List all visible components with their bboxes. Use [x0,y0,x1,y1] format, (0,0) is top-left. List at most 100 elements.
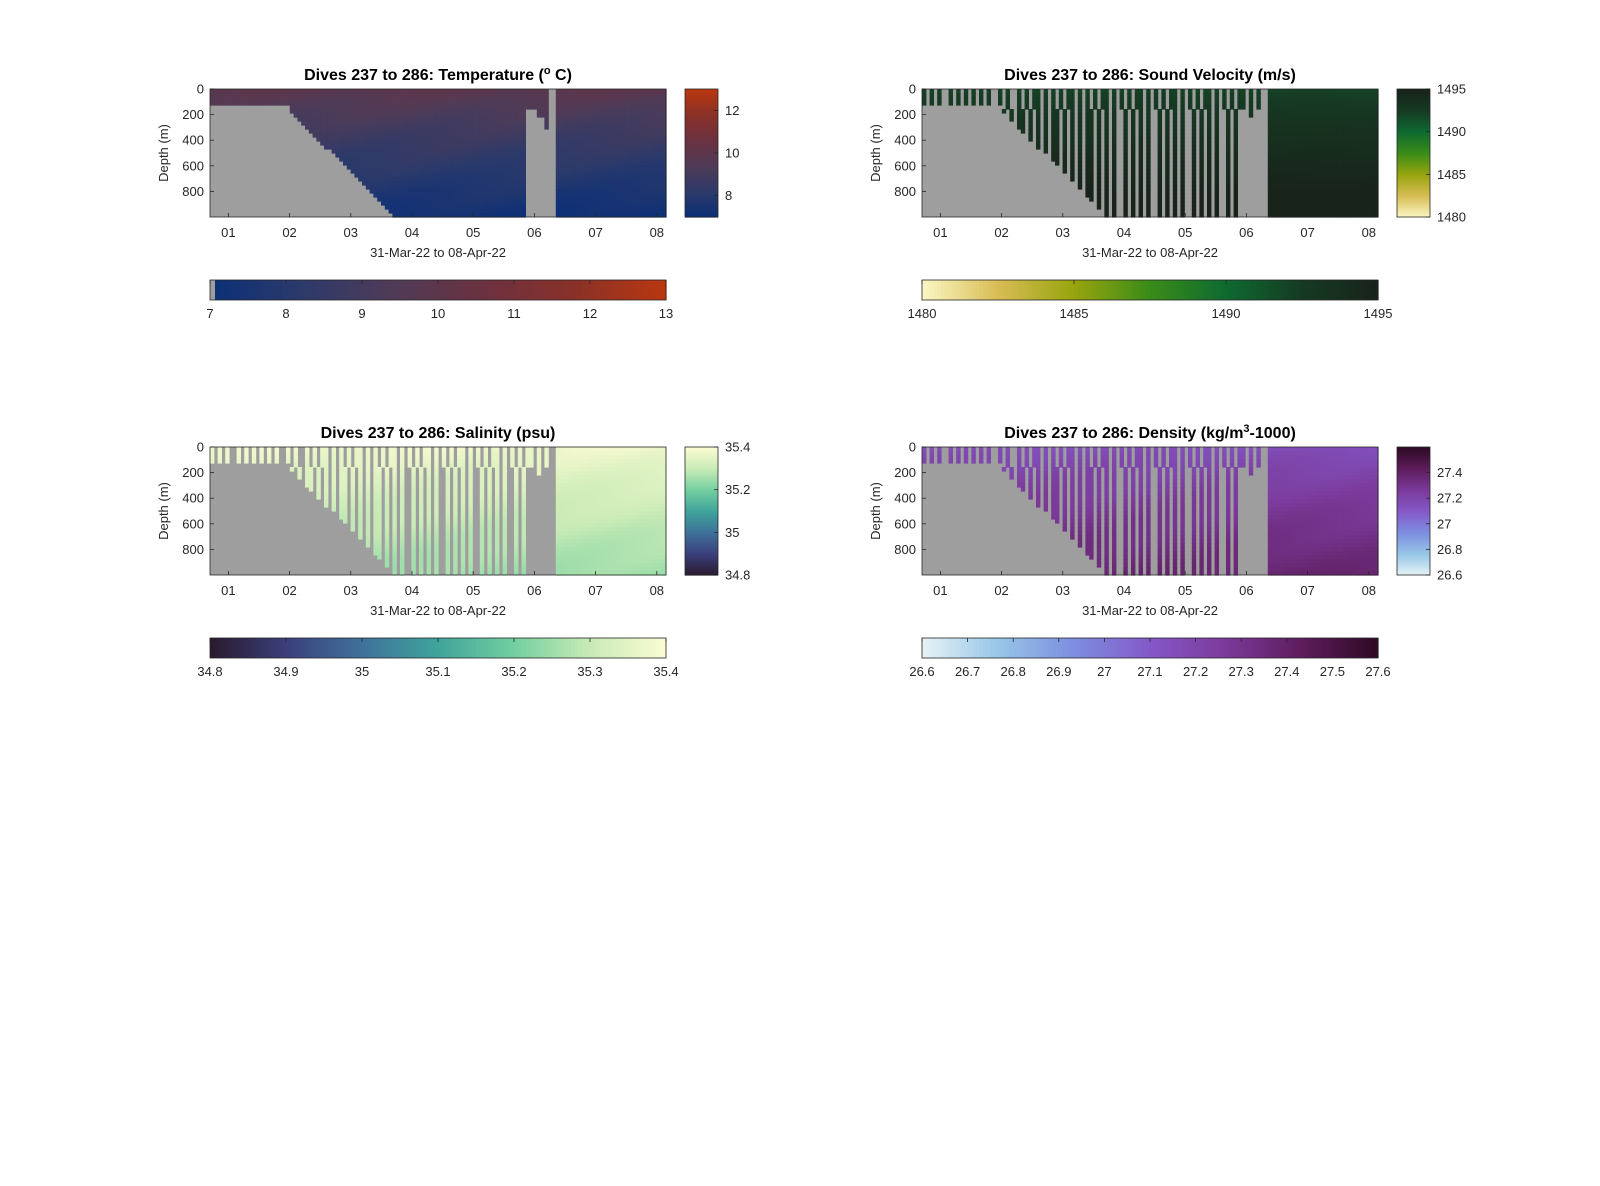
sound_velocity-hcolorbar-swatch [1134,280,1140,300]
sound_velocity-cell [1309,89,1314,94]
temperature-cell [514,125,519,130]
sound_velocity-cell [1328,161,1333,166]
temperature-colorbar-swatch [685,169,718,172]
temperature-cell [647,149,652,154]
temperature-cell [643,153,648,158]
temperature-cell [434,189,439,194]
sound_velocity-cell [1131,161,1136,166]
temperature-cell [521,185,526,190]
temperature-cell [502,133,507,138]
temperature-cell [441,213,447,218]
temperature-cell [628,145,633,150]
temperature-cell [521,209,526,214]
temperature-cell [369,161,374,166]
sound_velocity-cell [1229,105,1235,110]
sound_velocity-cell [1317,173,1322,178]
temperature-cell [574,157,580,162]
sound_velocity-cell [1302,193,1307,198]
sound_velocity-cell [1127,105,1132,110]
temperature-cell [586,145,591,150]
temperature-cell [346,101,352,106]
temperature-cell [620,189,625,194]
sound_velocity-cell [1214,145,1219,150]
temperature-cell [381,113,386,118]
sound_velocity-cell [1267,133,1273,138]
temperature-cell [533,89,538,94]
sound_velocity-hcolorbar-swatch [1138,280,1143,300]
temperature-cell [590,97,595,102]
sound_velocity-cell [1298,137,1303,142]
sound_velocity-cell [1290,101,1295,106]
temperature-hcolorbar-swatch [616,280,621,300]
sound_velocity-cell [1123,205,1128,210]
temperature-cell [601,121,606,126]
sound_velocity-cell [1321,113,1326,118]
sound_velocity-cell [1298,189,1303,194]
sound_velocity-cell [1313,133,1318,138]
sound_velocity-cell [1191,205,1197,210]
salinity-cell [286,459,291,464]
sound_velocity-hcolorbar-swatch [1119,280,1124,300]
temperature-cell [643,209,648,214]
temperature-cell [635,113,640,118]
temperature-cell [521,157,526,162]
sound_velocity-cell [1302,97,1307,102]
sound_velocity-cell [1214,161,1219,166]
sound_velocity-cell [1359,177,1364,182]
temperature-cell [650,113,656,118]
temperature-cell [445,177,450,182]
sound_velocity-cell [1279,153,1284,158]
temperature-cell [232,93,238,98]
temperature-cell [612,209,618,214]
temperature-cell [582,89,587,94]
sound_velocity-cell [1123,161,1128,166]
temperature-cell [422,169,428,174]
temperature-cell [517,197,523,202]
temperature-cell [312,89,317,94]
sound_velocity-cell [1165,181,1170,186]
temperature-cell [559,157,564,162]
sound_velocity-cell [1359,117,1364,122]
temperature-cell [647,153,652,158]
temperature-cell [631,157,637,162]
sound_velocity-cell [1191,185,1197,190]
temperature-cell [571,177,576,182]
sound_velocity-cell [1226,169,1231,174]
sound_velocity-cell [1298,89,1303,94]
temperature-cell [426,145,431,150]
temperature-cell [472,129,477,134]
temperature-cell [635,97,640,102]
temperature-cell [464,113,469,118]
sound_velocity-colorbar-swatch [1397,173,1430,176]
temperature-cell [362,149,367,154]
temperature-cell [601,209,606,214]
temperature-cell [441,201,447,206]
temperature-cell [491,109,496,114]
sound_velocity-cell [1275,125,1280,130]
temperature-hcolorbar-swatch [365,280,371,300]
sound_velocity-cell [1119,89,1124,94]
temperature-cell [407,189,412,194]
temperature-cell [460,121,466,126]
temperature-cell [453,137,458,142]
temperature-cell [650,137,656,142]
sound_velocity-cell [1324,93,1330,98]
temperature-colorbar-swatch [685,101,718,104]
temperature-hcolorbar-swatch [259,280,264,300]
temperature-cell [517,133,523,138]
temperature-cell [631,129,637,134]
sound_velocity-cell [1374,197,1379,202]
temperature-cell [555,117,561,122]
sound_velocity-cell [1328,121,1333,126]
sound_velocity-cell [1153,89,1159,94]
sound_velocity-cell [1237,93,1242,98]
temperature-cell [662,173,667,178]
temperature-cell [213,101,219,106]
temperature-cell [563,205,568,210]
sound_velocity-hcolorbar-swatch [948,280,953,300]
temperature-cell [411,109,416,114]
temperature-cell [343,149,348,154]
sound_velocity-hcolorbar-swatch [1283,280,1288,300]
temperature-colorbar-swatch [685,167,718,170]
